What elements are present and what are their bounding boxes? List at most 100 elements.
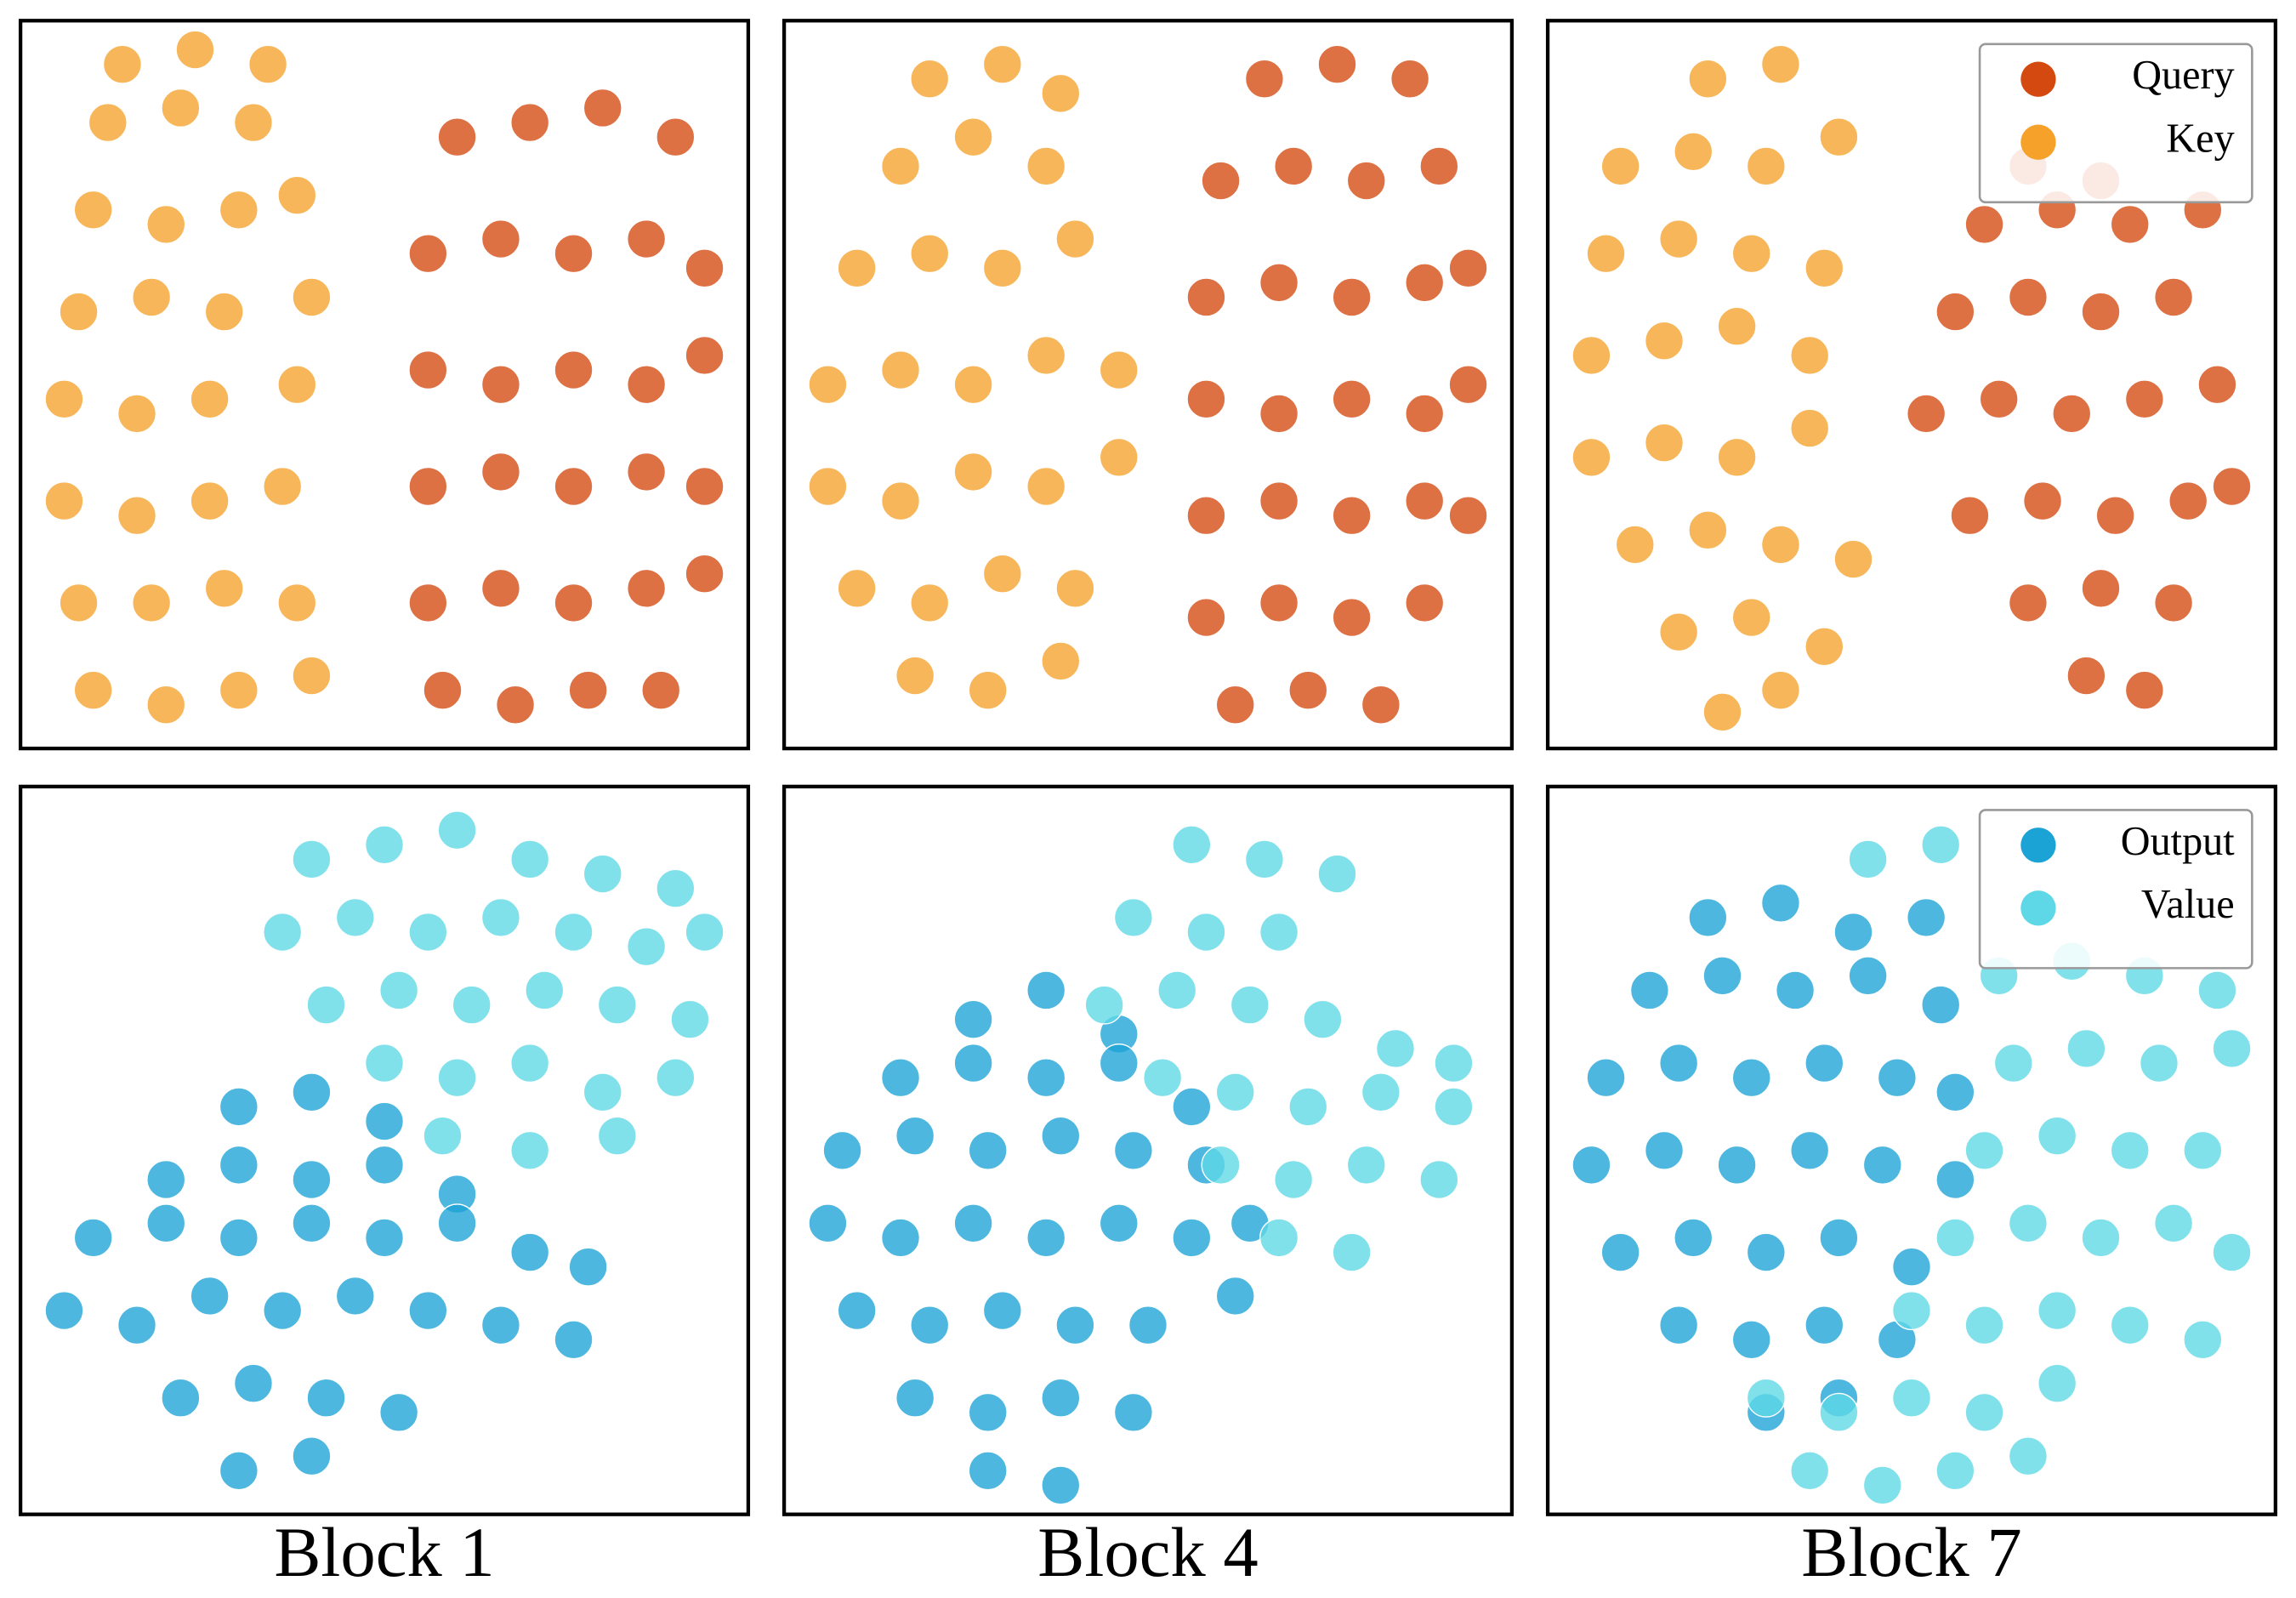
scatter-point <box>510 839 550 879</box>
scatter-point <box>685 912 725 953</box>
scatter-point <box>146 1159 186 1200</box>
scatter-point <box>1674 132 1713 172</box>
scatter-point <box>480 897 521 937</box>
scatter-point <box>910 59 950 99</box>
scatter-point <box>1979 379 2019 419</box>
scatter-point <box>73 670 113 710</box>
scatter-point <box>263 912 303 953</box>
scatter-point <box>1055 1305 1095 1345</box>
scatter-point <box>1644 423 1685 463</box>
scatter-point <box>1259 1218 1299 1258</box>
scatter-point <box>1434 1043 1474 1083</box>
scatter-point <box>1274 1159 1314 1200</box>
scatter-point <box>2008 583 2048 623</box>
scatter-point <box>219 1218 259 1258</box>
scatter-point <box>953 117 993 157</box>
scatter-point <box>656 868 696 908</box>
scatter-point <box>968 1130 1008 1170</box>
scatter-point <box>480 219 521 259</box>
scatter-point <box>2066 656 2106 696</box>
panel-frame <box>18 19 751 751</box>
scatter-point <box>1775 970 1816 1010</box>
scatter-point <box>1026 1218 1066 1258</box>
scatter-point <box>379 1392 419 1432</box>
scatter-point <box>263 1290 303 1331</box>
scatter-point <box>1317 854 1357 894</box>
scatter-point <box>1790 1451 1830 1491</box>
scatter-point <box>1790 335 1830 376</box>
scatter-point <box>190 1276 230 1317</box>
scatter-point <box>1891 1247 1932 1287</box>
scatter-point <box>175 30 215 70</box>
panel <box>781 19 1515 751</box>
scatter-point <box>132 583 172 623</box>
scatter-point <box>1215 1072 1255 1112</box>
scatter-point <box>292 656 332 696</box>
scatter-point <box>895 1116 935 1156</box>
scatter-point <box>1041 1378 1081 1418</box>
scatter-point <box>219 1145 259 1185</box>
scatter-point <box>1600 1232 1640 1272</box>
scatter-point <box>1659 1305 1699 1345</box>
scatter-point <box>1099 1203 1139 1243</box>
scatter-point <box>1375 1028 1416 1069</box>
scatter-point <box>2212 466 2252 507</box>
scatter-point <box>1819 1392 1859 1432</box>
scatter-point <box>627 568 667 608</box>
scatter-point <box>1215 1276 1255 1317</box>
scatter-point <box>306 985 346 1025</box>
scatter-point <box>953 452 993 492</box>
scatter-point <box>437 117 477 157</box>
scatter-point <box>44 1290 84 1331</box>
scatter-point <box>2183 1320 2223 1360</box>
scatter-point <box>277 365 317 405</box>
scatter-point <box>1434 1087 1474 1127</box>
scatter-point <box>1215 685 1255 725</box>
scatter-point <box>495 685 536 725</box>
scatter-point <box>364 825 405 865</box>
scatter-point <box>335 1276 375 1317</box>
scatter-point <box>1259 481 1299 521</box>
scatter-point <box>1186 277 1226 317</box>
legend-marker <box>2020 890 2056 926</box>
scatter-point <box>627 365 667 405</box>
scatter-point <box>1041 641 1081 681</box>
scatter-point <box>953 1203 993 1243</box>
scatter-point <box>1361 1072 1401 1112</box>
scatter-point <box>437 1058 477 1098</box>
scatter-point <box>1244 839 1285 879</box>
scatter-point <box>1259 263 1299 303</box>
scatter-point <box>219 190 259 230</box>
scatter-point <box>146 685 186 725</box>
scatter-point <box>44 481 84 521</box>
scatter-point <box>1731 597 1771 638</box>
scatter-point <box>161 88 201 128</box>
scatter-point <box>2008 1203 2048 1243</box>
scatter-point <box>880 1218 921 1258</box>
scatter-point <box>1259 394 1299 434</box>
scatter-point <box>408 583 448 623</box>
scatter-point <box>627 452 667 492</box>
scatter-point <box>1804 1043 1844 1083</box>
scatter-point <box>364 1043 405 1083</box>
scatter-point <box>982 248 1022 288</box>
scatter-point <box>1244 59 1285 99</box>
scatter-point <box>1659 219 1699 259</box>
scatter-point <box>73 1218 113 1258</box>
scatter-point <box>1848 839 1888 879</box>
scatter-point <box>263 466 303 507</box>
scatter-point <box>1041 73 1081 113</box>
scatter-point <box>880 350 921 390</box>
scatter-point <box>554 912 594 953</box>
scatter-point <box>1702 692 1742 732</box>
scatter-point <box>968 1451 1008 1491</box>
scatter-point <box>837 1290 877 1331</box>
scatter-point <box>73 190 113 230</box>
scatter-point <box>1448 248 1488 288</box>
scatter-point <box>1819 1218 1859 1258</box>
scatter-point <box>2154 583 2194 623</box>
scatter-point <box>1921 985 1961 1025</box>
scatter-point <box>117 1305 157 1345</box>
scatter-point <box>1935 1159 1975 1200</box>
scatter-point <box>554 466 594 507</box>
